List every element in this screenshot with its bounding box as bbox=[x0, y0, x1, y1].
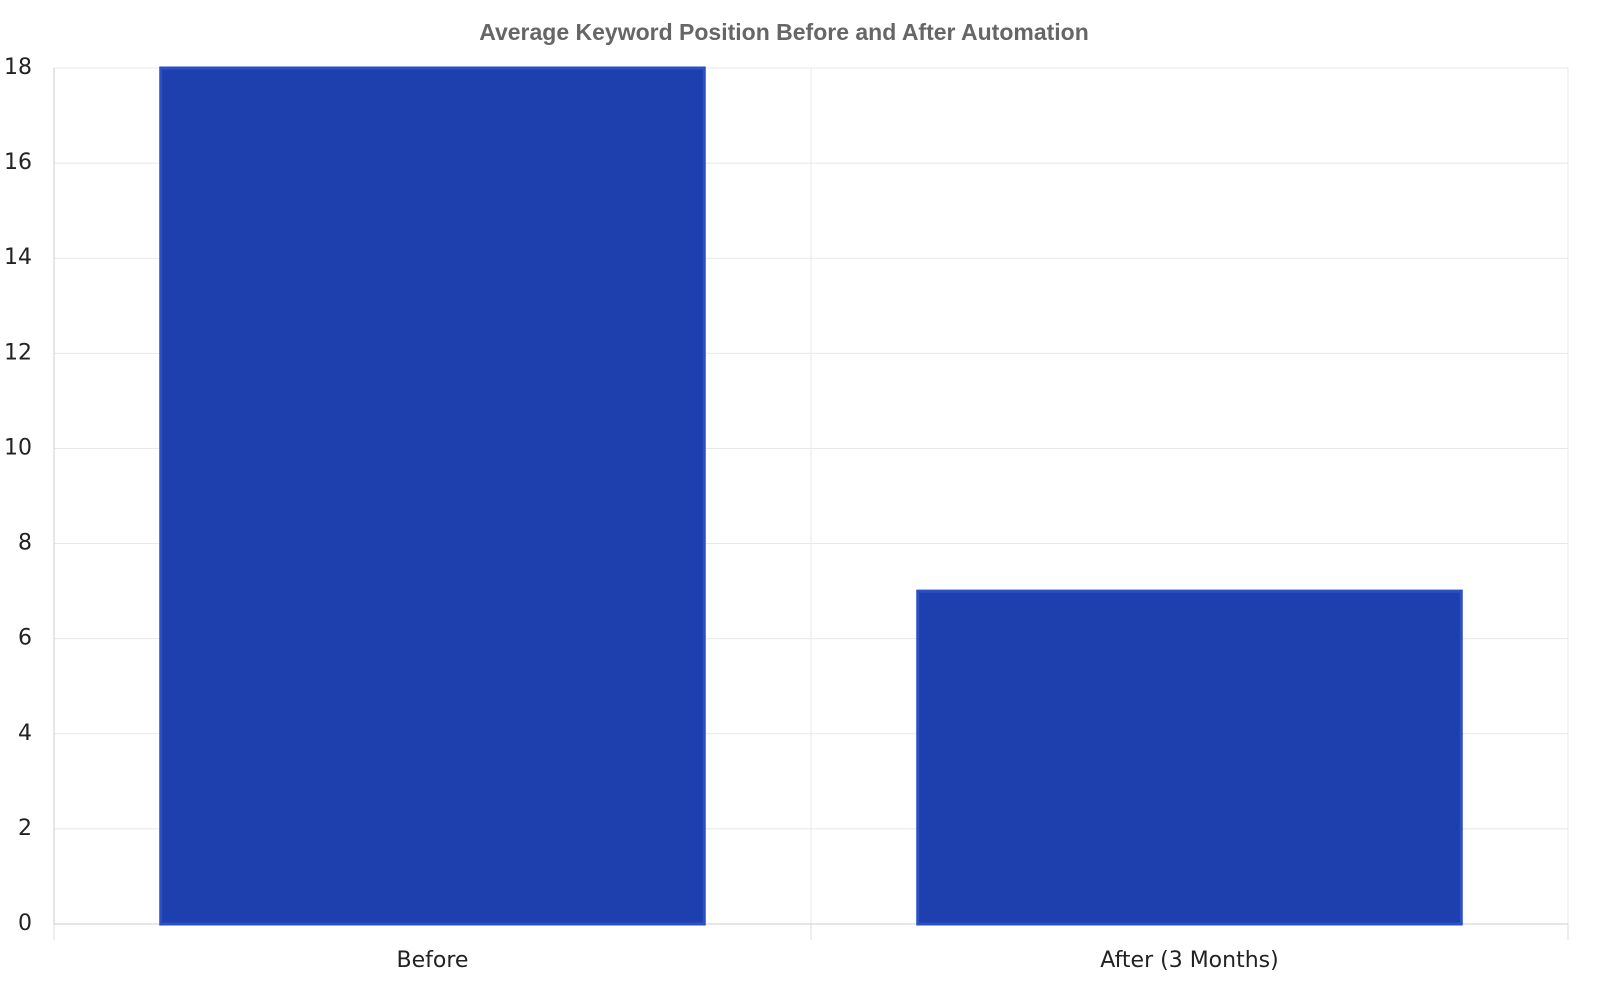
y-tick-label: 10 bbox=[4, 435, 32, 460]
y-tick-label: 6 bbox=[18, 626, 32, 651]
bar bbox=[159, 66, 706, 926]
y-tick-label: 14 bbox=[4, 245, 32, 270]
x-tick-label: After (3 Months) bbox=[1100, 948, 1278, 973]
y-tick-label: 0 bbox=[18, 911, 32, 936]
chart-title: Average Keyword Position Before and Afte… bbox=[479, 19, 1089, 45]
y-tick-label: 8 bbox=[18, 531, 32, 556]
y-tick-label: 16 bbox=[4, 150, 32, 175]
y-tick-label: 2 bbox=[18, 816, 32, 841]
x-tick-label: Before bbox=[397, 948, 469, 973]
y-tick-label: 4 bbox=[18, 721, 32, 746]
y-tick-label: 18 bbox=[4, 55, 32, 80]
bar bbox=[916, 589, 1463, 926]
y-tick-label: 12 bbox=[4, 340, 32, 365]
